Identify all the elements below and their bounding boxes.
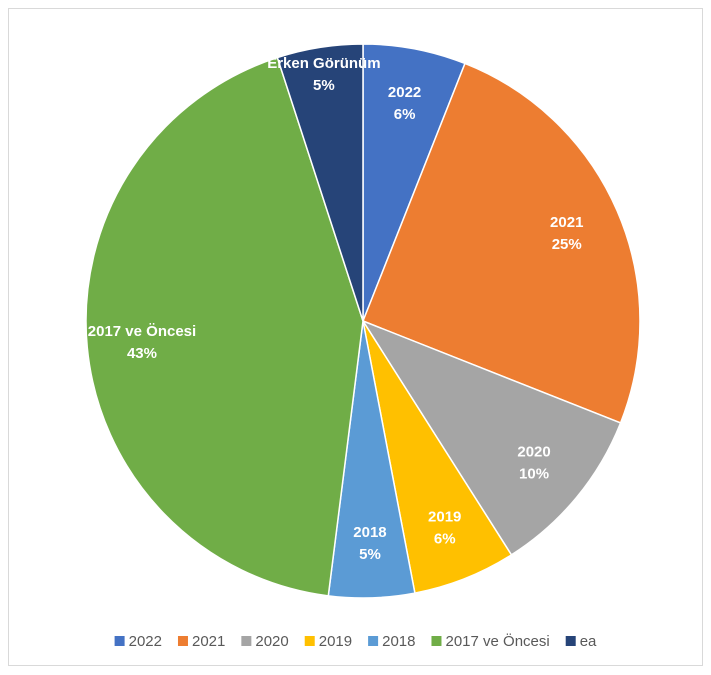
legend-label: 2017 ve Öncesi: [445, 632, 549, 650]
legend-swatch: [241, 636, 252, 646]
legend-swatch: [431, 636, 442, 646]
legend-swatch: [177, 636, 188, 646]
legend: 2022 2021 2020 2019 2018 2017 ve Öncesi ea: [114, 632, 597, 650]
pie-slice: [276, 43, 364, 322]
legend-swatch: [114, 636, 125, 646]
slice-value: 25%: [552, 236, 582, 253]
legend-swatch: [368, 636, 379, 646]
pie-slice: [85, 56, 364, 597]
legend-label: 2022: [129, 633, 162, 650]
slice-label: Erken Görünüm: [267, 55, 380, 72]
pie-slice: [361, 319, 622, 556]
slice-value: 43%: [127, 345, 157, 362]
slice-value: 6%: [434, 530, 456, 547]
slice-label: 2020: [517, 443, 550, 460]
slice-label: 2021: [550, 214, 583, 231]
slice-label: 2019: [428, 508, 461, 525]
legend-label: ea: [580, 633, 597, 650]
legend-label: 2020: [255, 633, 288, 650]
legend-swatch: [565, 636, 576, 646]
slice-label: 2018: [353, 524, 386, 541]
slice-label: 2022: [388, 84, 421, 101]
slice-label: 2017 ve Öncesi: [88, 323, 196, 340]
pie-slice: [362, 62, 641, 424]
slice-value: 10%: [519, 465, 549, 482]
legend-swatch: [304, 636, 315, 646]
legend-label: 2018: [382, 633, 415, 650]
slice-value: 6%: [394, 106, 416, 123]
legend-label: 2019: [319, 633, 352, 650]
slice-value: 5%: [313, 77, 335, 94]
legend-label: 2021: [192, 633, 225, 650]
slice-value: 5%: [359, 546, 381, 563]
